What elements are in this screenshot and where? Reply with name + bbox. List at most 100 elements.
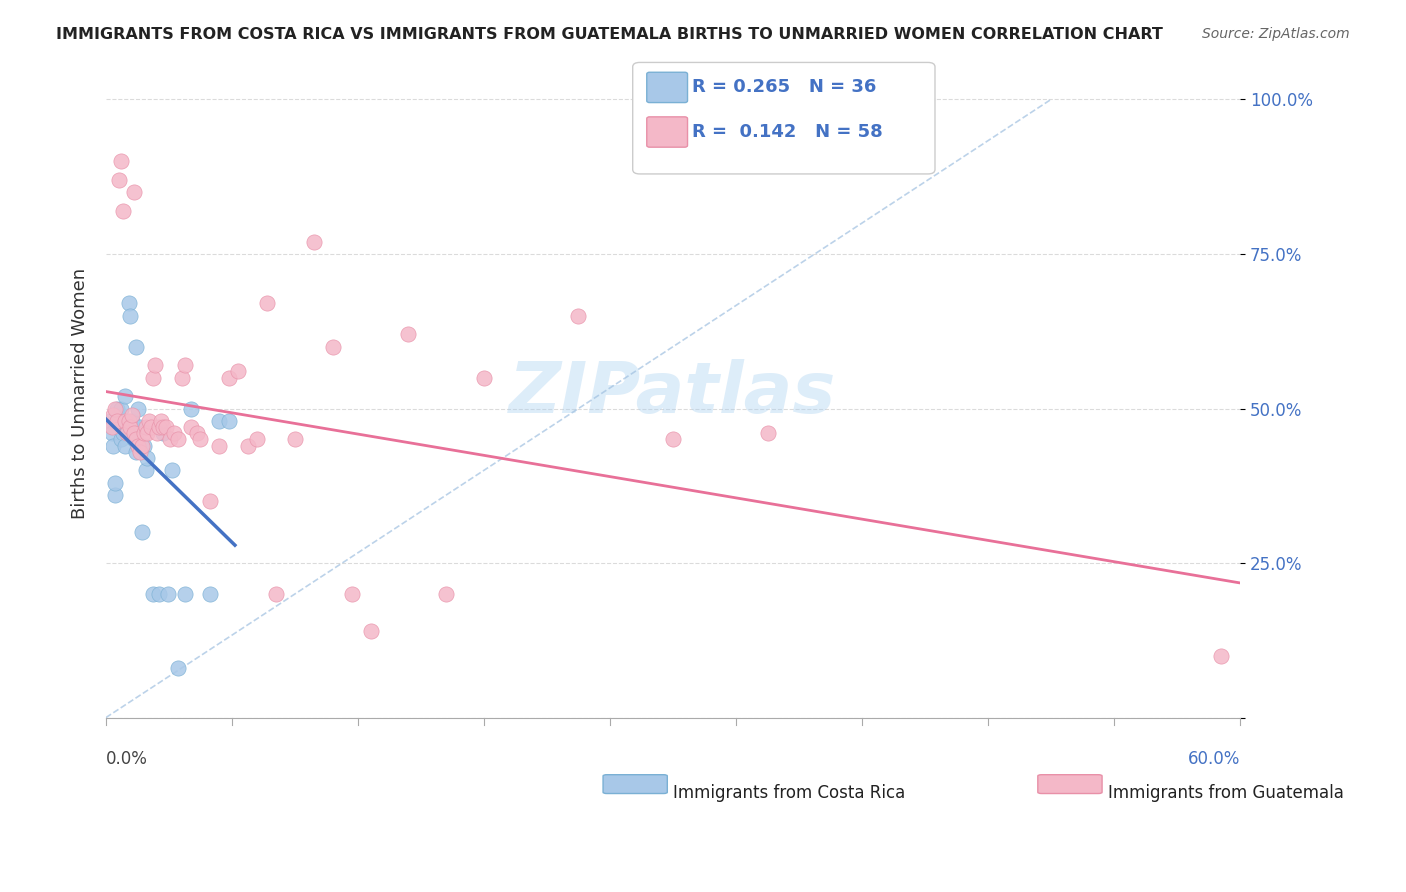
Point (132, 426, 155, 441)
Point (100, 426, 122, 441)
Point (110, 401, 132, 416)
Point (256, 296, 278, 310)
Point (121, 408, 143, 422)
Point (129, 420, 152, 434)
Point (163, 426, 186, 441)
Point (1211, 648, 1233, 663)
Text: Immigrants from Costa Rica: Immigrants from Costa Rica (673, 784, 905, 802)
Point (322, 340, 344, 354)
Point (122, 426, 145, 441)
Point (142, 370, 165, 384)
Point (340, 587, 363, 601)
Text: IMMIGRANTS FROM COSTA RICA VS IMMIGRANTS FROM GUATEMALA BIRTHS TO UNMARRIED WOME: IMMIGRANTS FROM COSTA RICA VS IMMIGRANTS… (56, 27, 1163, 42)
Point (100, 420, 122, 434)
Point (110, 154, 132, 169)
Point (160, 463, 183, 477)
FancyBboxPatch shape (603, 774, 668, 794)
Point (108, 173, 131, 187)
Point (136, 450, 159, 465)
Point (125, 340, 148, 354)
Point (396, 327, 419, 342)
Point (180, 420, 202, 434)
Point (208, 414, 231, 428)
Point (105, 401, 128, 416)
Text: R = 0.265   N = 36: R = 0.265 N = 36 (692, 78, 876, 96)
Point (135, 463, 157, 477)
Point (180, 401, 202, 416)
Point (108, 414, 131, 428)
Point (264, 587, 287, 601)
Point (104, 488, 127, 502)
Point (114, 439, 136, 453)
Point (198, 494, 221, 508)
Point (122, 433, 145, 447)
Point (142, 587, 165, 601)
Point (148, 587, 170, 601)
Point (218, 414, 240, 428)
Point (104, 475, 127, 490)
Point (198, 587, 221, 601)
Point (152, 426, 174, 441)
Point (111, 426, 134, 441)
Point (148, 420, 170, 434)
Point (110, 433, 132, 447)
Point (120, 420, 142, 434)
Point (662, 433, 685, 447)
Point (114, 389, 136, 403)
Point (131, 525, 153, 540)
Text: ZIPatlas: ZIPatlas (509, 359, 837, 427)
Point (218, 370, 240, 384)
Point (129, 444, 152, 458)
Point (567, 309, 589, 323)
Point (208, 439, 231, 453)
Point (236, 439, 259, 453)
Point (186, 426, 208, 441)
Point (174, 587, 197, 601)
Point (157, 587, 180, 601)
Y-axis label: Births to Unmarried Women: Births to Unmarried Women (72, 268, 89, 518)
Point (149, 414, 172, 428)
Text: 60.0%: 60.0% (1188, 750, 1240, 768)
FancyBboxPatch shape (1038, 774, 1102, 794)
Point (117, 414, 139, 428)
Text: Source: ZipAtlas.com: Source: ZipAtlas.com (1202, 27, 1350, 41)
Point (472, 370, 495, 384)
Point (115, 420, 138, 434)
Point (302, 235, 325, 249)
Point (115, 426, 138, 441)
Text: 0.0%: 0.0% (105, 750, 148, 768)
Point (143, 358, 166, 372)
Point (121, 414, 143, 428)
Point (360, 624, 382, 638)
Point (226, 364, 249, 378)
Point (117, 296, 139, 310)
Text: Immigrants from Guatemala: Immigrants from Guatemala (1108, 784, 1344, 802)
Point (138, 414, 160, 428)
Point (166, 433, 188, 447)
Point (190, 433, 212, 447)
Point (146, 426, 169, 441)
Point (166, 661, 188, 675)
Point (125, 433, 148, 447)
Point (127, 401, 149, 416)
Text: R =  0.142   N = 58: R = 0.142 N = 58 (692, 123, 883, 141)
Point (141, 420, 163, 434)
Point (111, 203, 134, 218)
Point (114, 414, 136, 428)
Point (135, 420, 157, 434)
Point (756, 426, 779, 441)
Point (246, 433, 269, 447)
Point (434, 587, 457, 601)
Point (155, 420, 177, 434)
Point (174, 358, 197, 372)
Point (122, 185, 145, 199)
Point (132, 439, 155, 453)
Point (120, 309, 142, 323)
Point (127, 439, 149, 453)
Point (125, 444, 148, 458)
Point (170, 370, 193, 384)
Point (105, 414, 128, 428)
Point (103, 408, 125, 422)
Point (152, 420, 174, 434)
Point (131, 439, 153, 453)
